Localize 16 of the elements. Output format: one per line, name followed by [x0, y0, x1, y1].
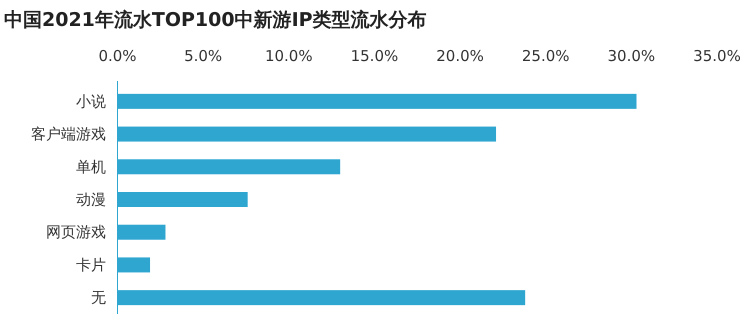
x-tick-label: 0.0% [98, 47, 137, 65]
y-tick-label: 卡片 [76, 256, 106, 274]
x-tick-label: 15.0% [350, 47, 398, 65]
x-tick-label: 30.0% [608, 47, 656, 65]
y-tick-label: 客户端游戏 [31, 125, 106, 144]
x-tick-label: 20.0% [436, 47, 484, 65]
y-tick-label: 单机 [76, 158, 106, 176]
y-tick-label: 动漫 [76, 190, 106, 208]
x-tick-label: 10.0% [264, 47, 313, 65]
y-tick-label: 小说 [76, 92, 106, 110]
y-tick-label: 无 [91, 288, 106, 307]
x-tick-label: 35.0% [693, 47, 741, 65]
x-tick-label: 5.0% [184, 47, 222, 65]
y-tick-label: 网页游戏 [46, 223, 106, 242]
x-tick-label: 25.0% [522, 47, 570, 65]
chart-title: 中国2021年流水TOP100中新游IP类型流水分布 [4, 9, 427, 31]
